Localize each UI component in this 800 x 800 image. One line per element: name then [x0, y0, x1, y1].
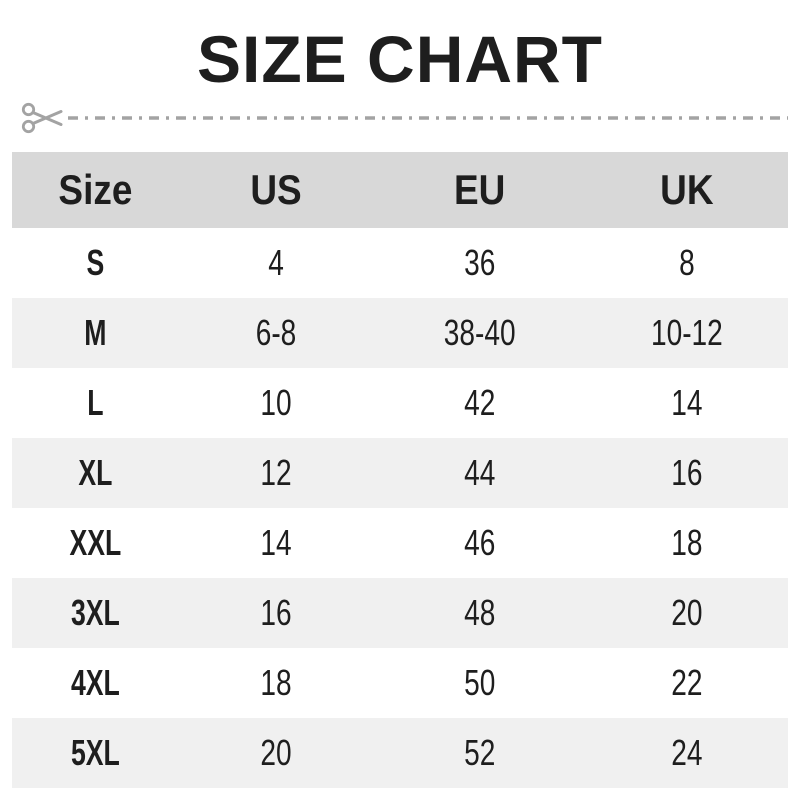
eu-value: 44	[463, 452, 496, 493]
uk-value: 22	[671, 662, 703, 703]
eu-value: 42	[463, 382, 496, 423]
us-value: 10	[260, 382, 292, 423]
us-value: 4	[268, 242, 284, 283]
uk-value: 14	[671, 382, 703, 423]
column-header-us: US	[250, 166, 302, 213]
us-value: 20	[260, 732, 292, 773]
uk-value: 24	[671, 732, 703, 773]
table-header-row: Size US EU UK	[12, 152, 788, 228]
eu-value: 38-40	[443, 312, 516, 353]
eu-value: 52	[463, 732, 496, 773]
size-label: L	[87, 382, 104, 423]
eu-value: 36	[463, 242, 496, 283]
cut-line	[0, 96, 800, 140]
eu-value: 50	[463, 662, 496, 703]
dashed-cut-line	[68, 116, 788, 120]
table-row-4xl: 4XL 18 50 22	[12, 648, 788, 718]
uk-value: 16	[671, 452, 703, 493]
uk-value: 18	[671, 522, 703, 563]
us-value: 6-8	[255, 312, 297, 353]
size-label: XL	[78, 452, 113, 493]
column-header-size: Size	[58, 166, 133, 213]
size-label: 3XL	[70, 592, 120, 633]
eu-value: 46	[463, 522, 496, 563]
size-label: M	[84, 312, 107, 353]
table-row-xl: XL 12 44 16	[12, 438, 788, 508]
us-value: 12	[260, 452, 292, 493]
table-row-s: S 4 36 8	[12, 228, 788, 298]
scissors-icon	[20, 100, 64, 136]
size-label: XXL	[69, 522, 122, 563]
table-row-3xl: 3XL 16 48 20	[12, 578, 788, 648]
uk-value: 8	[679, 242, 695, 283]
size-label: 5XL	[70, 732, 120, 773]
uk-value: 10-12	[651, 312, 723, 353]
column-header-eu: EU	[453, 166, 506, 213]
uk-value: 20	[671, 592, 703, 633]
table-row-l: L 10 42 14	[12, 368, 788, 438]
us-value: 16	[260, 592, 292, 633]
us-value: 18	[260, 662, 292, 703]
size-table: Size US EU UK S 4 36 8 M 6-8 38-40 10-12…	[12, 152, 788, 788]
size-label: 4XL	[70, 662, 120, 703]
size-label: S	[86, 242, 105, 283]
table-row-5xl: 5XL 20 52 24	[12, 718, 788, 788]
us-value: 14	[260, 522, 292, 563]
page-title: SIZE CHART	[197, 22, 603, 96]
table-row-xxl: XXL 14 46 18	[12, 508, 788, 578]
column-header-uk: UK	[660, 166, 714, 213]
table-row-m: M 6-8 38-40 10-12	[12, 298, 788, 368]
eu-value: 48	[463, 592, 496, 633]
